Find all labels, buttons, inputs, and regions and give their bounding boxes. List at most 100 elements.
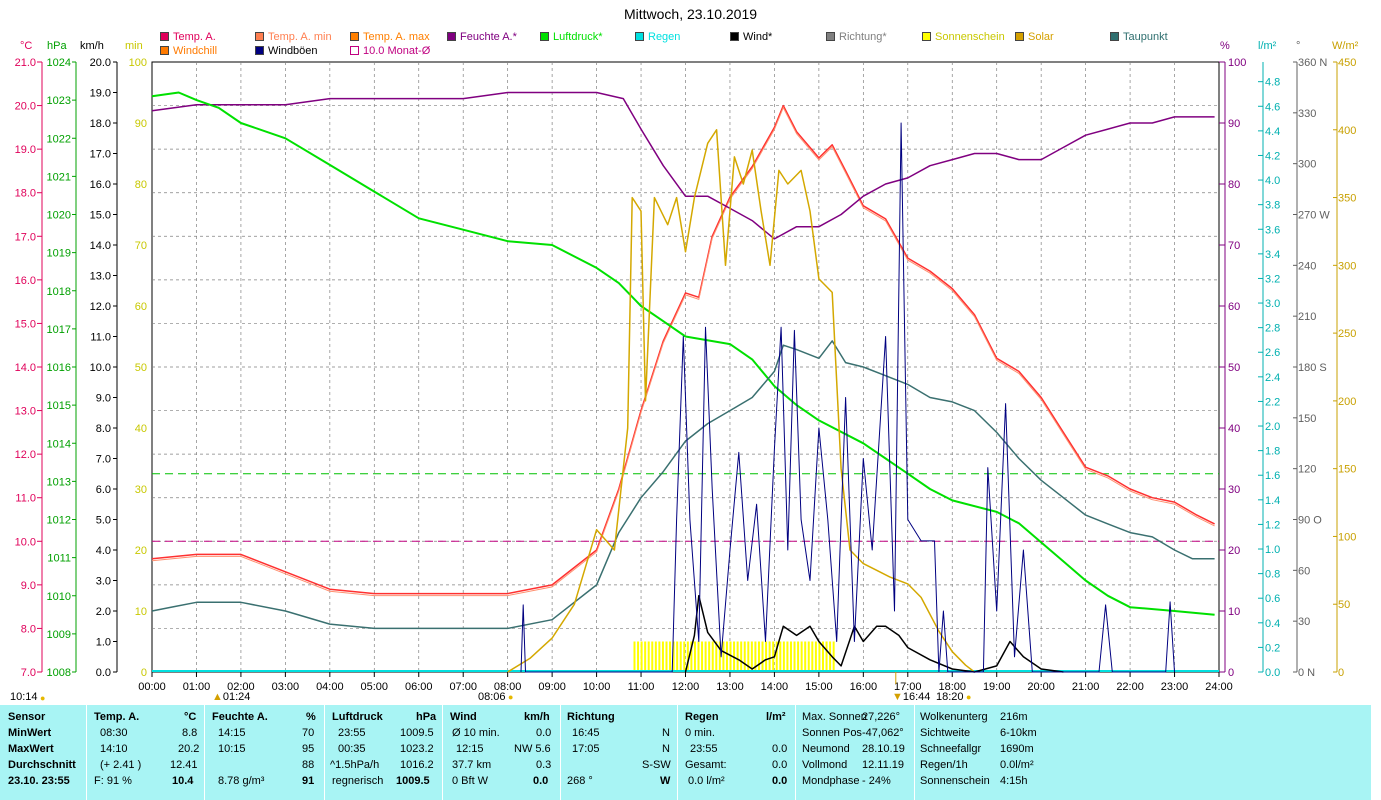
row-label-sensor: Sensor	[8, 711, 46, 723]
dir-tick-label: 150	[1298, 413, 1316, 425]
astro-value-1: -47,062°	[862, 727, 904, 739]
rain-tick-label: 2.0	[1265, 421, 1280, 433]
sunshine-bar	[829, 641, 832, 672]
sun-unit: min	[125, 40, 143, 52]
wind-tick-label: 18.0	[90, 118, 111, 130]
legend-item-13: Taupunkt	[1110, 31, 1168, 44]
hum-tick-label: 10	[1228, 606, 1240, 618]
rain-amount: 0.0 l/m²	[688, 775, 725, 787]
series-line-4	[507, 129, 975, 673]
rain-tick-label: 1.2	[1265, 519, 1280, 531]
weather-value-2: 1690m	[1000, 743, 1034, 755]
dir-tick-label: 90 O	[1298, 515, 1322, 527]
legend-item-1: Windchill	[160, 45, 217, 58]
sunshine-bar	[725, 641, 728, 672]
sunshine-bar	[743, 641, 746, 672]
x-tick-label: 09:00	[538, 681, 566, 693]
sunshine-bar	[736, 641, 739, 672]
hum-max-time: 10:15	[218, 743, 246, 755]
weather-value-3: 0.0l/m²	[1000, 759, 1034, 771]
temp-min-time: 08:30	[100, 727, 128, 739]
series-line-0	[151, 104, 1215, 595]
astro-label-0: Max. Sonnen	[802, 711, 867, 723]
x-tick-label: 10:00	[583, 681, 611, 693]
legend-swatch	[350, 46, 359, 55]
sunshine-bar	[647, 641, 650, 672]
dir-min-time: 16:45	[572, 727, 600, 739]
astro-label-2: Neumond	[802, 743, 850, 755]
sunshine-bar	[750, 641, 753, 672]
sunshine-bar	[722, 641, 725, 672]
weather-value-1: 6-10km	[1000, 727, 1037, 739]
legend-item-11: Sonnenschein	[922, 31, 1005, 44]
hum-tick-label: 40	[1228, 423, 1240, 435]
rain-head: Regen	[685, 711, 719, 723]
sunshine-bar	[633, 641, 636, 672]
press-head: Luftdruck	[332, 711, 383, 723]
sunshine-bar	[644, 641, 647, 672]
rain-tick-label: 3.2	[1265, 273, 1280, 285]
hum-tick-label: 80	[1228, 179, 1240, 191]
temp-tick-label: 18.0	[15, 188, 36, 200]
moonrise-marker: ▲01:24	[212, 691, 251, 703]
sunshine-bar	[679, 641, 682, 672]
rain-tick-label: 0.0	[1265, 667, 1280, 679]
dir-tick-label: 30	[1298, 616, 1310, 628]
x-tick-label: 00:00	[138, 681, 166, 693]
hum-head: Feuchte A.	[212, 711, 268, 723]
wind-current: 0.0	[533, 775, 549, 787]
hum-tick-label: 70	[1228, 240, 1240, 252]
x-tick-label: 18:00	[938, 681, 966, 693]
x-tick-label: 21:00	[1072, 681, 1100, 693]
x-tick-label: 04:00	[316, 681, 344, 693]
rain-tick-label: 2.4	[1265, 372, 1280, 384]
press-tick-label: 1015	[47, 400, 71, 412]
sun-tick-label: 40	[135, 423, 147, 435]
temp-humidity: F: 91 %	[94, 775, 132, 787]
rain-duration: 0 min.	[685, 727, 715, 739]
dir-tick-label: 360 N	[1298, 57, 1327, 69]
solar-tick-label: 200	[1338, 396, 1356, 408]
sunshine-bar	[747, 641, 750, 672]
sunshine-bar	[637, 641, 640, 672]
rain-unit-col: l/m²	[766, 711, 786, 723]
sunrise-icon: ●	[505, 692, 514, 702]
astro-label-4: Mondphase	[802, 775, 860, 787]
dir-tick-label: 60	[1298, 565, 1310, 577]
series-line-2	[151, 91, 1215, 616]
sunshine-bar	[676, 641, 679, 672]
dir-avg-value: S-SW	[642, 759, 671, 771]
wind-tick-label: 7.0	[96, 454, 111, 466]
rain-total-label: Gesamt:	[685, 759, 727, 771]
dir-max-time: 17:05	[572, 743, 600, 755]
legend-swatch	[540, 32, 549, 41]
rain-tick-label: 4.6	[1265, 101, 1280, 113]
hum-avg-value: 88	[302, 759, 315, 771]
sun-tick-label: 100	[129, 57, 147, 69]
series-line-6	[520, 122, 1175, 673]
wind-tick-label: 17.0	[90, 149, 111, 161]
dir-tick-label: 0 N	[1298, 667, 1315, 679]
windchill-line	[151, 106, 1215, 597]
row-label-date: 23.10. 23:55	[8, 775, 70, 787]
press-min-time: 23:55	[338, 727, 366, 739]
x-tick-label: 12:00	[672, 681, 700, 693]
dir-current: W	[660, 775, 671, 787]
rain-tick-label: 0.4	[1265, 618, 1280, 630]
solar-tick-label: 100	[1338, 531, 1356, 543]
sunshine-bar	[690, 641, 693, 672]
wind-tick-label: 6.0	[96, 484, 111, 496]
legend-swatch	[160, 32, 169, 41]
solar-tick-label: 0	[1338, 667, 1344, 679]
wind-tick-label: 10.0	[90, 362, 111, 374]
x-tick-label: 11:00	[628, 681, 655, 693]
wind-tick-label: 16.0	[90, 179, 111, 191]
hum-current: 91	[302, 775, 315, 787]
sun-tick-label: 60	[135, 301, 147, 313]
sunshine-bar	[701, 641, 704, 672]
sunshine-bar	[697, 641, 700, 672]
solar-tick-label: 50	[1338, 599, 1350, 611]
wind-tick-label: 13.0	[90, 271, 111, 283]
hum-tick-label: 90	[1228, 118, 1240, 130]
dir-tick-label: 210	[1298, 311, 1316, 323]
